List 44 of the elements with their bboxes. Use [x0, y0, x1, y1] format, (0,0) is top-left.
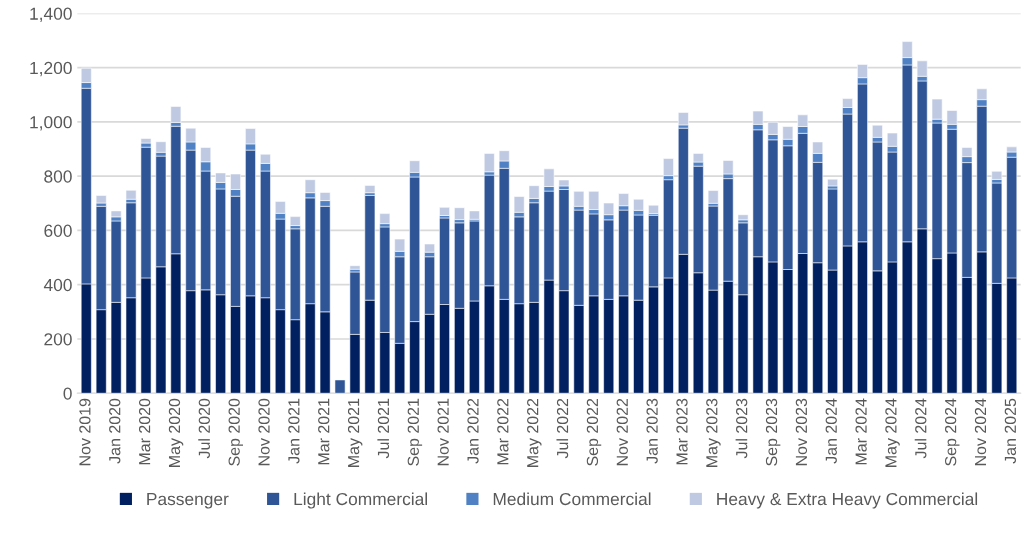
legend-label: Passenger [147, 493, 229, 509]
y-tick-label: 1,200 [30, 61, 72, 77]
y-tick-label: 400 [43, 278, 72, 292]
y-tick-label: 600 [44, 224, 72, 237]
y-tick-label: 1,000 [30, 116, 72, 131]
legend-label: Medium Commercial [493, 492, 651, 506]
x-tick-label: Jan 2024 [825, 398, 837, 464]
x-tick-label: May 2023 [706, 398, 721, 467]
y-tick-label: 0 [63, 387, 72, 400]
x-tick-label: May 2020 [168, 398, 184, 467]
x-tick-label: Sep 2021 [407, 398, 423, 466]
x-tick-label: Sep 2024 [945, 398, 960, 466]
y-tick-label: 800 [44, 170, 72, 183]
x-tick-label: Nov 2020 [258, 398, 270, 466]
x-tick-label: Sep 2023 [765, 398, 781, 466]
y-tick-label: 1,400 [30, 7, 72, 22]
x-tick-label: Sep 2022 [586, 398, 602, 466]
x-tick-label: Nov 2024 [974, 398, 987, 466]
x-tick-label: Nov 2023 [795, 398, 808, 466]
x-tick-label: Mar 2023 [676, 398, 688, 465]
x-tick-label: Mar 2024 [855, 398, 867, 465]
x-tick-label: May 2024 [885, 398, 900, 467]
x-tick-label: Jul 2021 [377, 398, 390, 459]
legend-label: Heavy & Extra Heavy Commercial [717, 492, 978, 509]
legend-label: Light Commercial [294, 492, 427, 509]
x-tick-label: May 2021 [347, 398, 363, 467]
x-tick-label: Jan 2022 [467, 398, 479, 464]
x-tick-label: Jan 2023 [646, 398, 658, 464]
x-tick-label: Mar 2022 [497, 398, 509, 465]
x-tick-label: Mar 2021 [318, 398, 330, 465]
y-tick-label: 200 [44, 333, 72, 346]
x-tick-label: May 2022 [527, 398, 542, 467]
x-tick-label: Nov 2021 [437, 398, 449, 466]
x-tick-label: Sep 2020 [228, 398, 243, 466]
x-tick-label: Jan 2021 [288, 398, 300, 464]
x-tick-label: Mar 2020 [138, 398, 151, 465]
x-tick-label: Jul 2020 [198, 398, 210, 459]
x-tick-label: Jul 2023 [735, 398, 748, 459]
x-tick-label: Nov 2019 [79, 398, 91, 466]
x-tick-label: Jul 2022 [556, 398, 569, 459]
x-tick-label: Jan 2025 [1004, 398, 1017, 464]
x-tick-label: Jul 2024 [914, 398, 927, 459]
x-tick-label: Jan 2020 [109, 398, 121, 464]
x-tick-label: Nov 2022 [616, 398, 628, 466]
